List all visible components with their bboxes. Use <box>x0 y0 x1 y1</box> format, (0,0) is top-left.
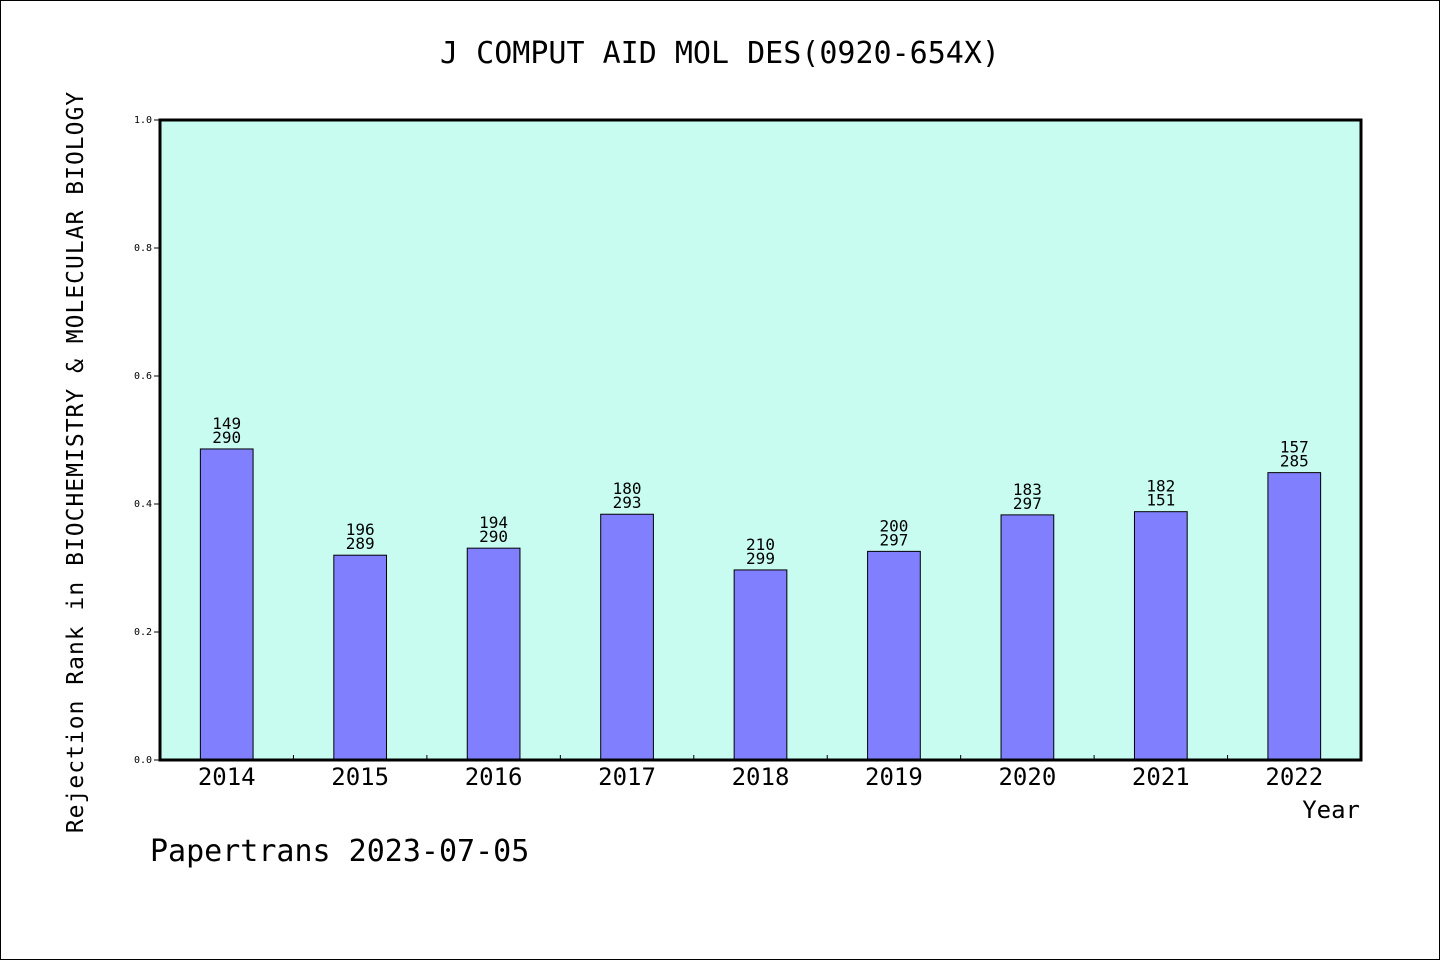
x-tick-label: 2018 <box>732 763 790 791</box>
x-tick-label: 2016 <box>465 763 523 791</box>
bar-2014 <box>199 448 254 761</box>
y-tick-label: 1.0 <box>134 115 152 126</box>
bar-label-top: 149 <box>212 414 241 433</box>
y-tick-label: 0.0 <box>134 755 152 766</box>
bar-label-bottom: 290 <box>479 527 508 546</box>
x-tick-label: 2019 <box>865 763 923 791</box>
bar-label-bottom: 299 <box>746 549 775 568</box>
x-tick-label: 2014 <box>198 763 256 791</box>
bar-label-top: 210 <box>746 535 775 554</box>
x-tick-label: 2015 <box>331 763 389 791</box>
bar-2018 <box>733 569 788 761</box>
bar-2015 <box>333 554 388 761</box>
bar-label-bottom: 297 <box>879 530 908 549</box>
bar-label-bottom: 289 <box>346 534 375 553</box>
bar-label-top: 196 <box>346 520 375 539</box>
bar-label-bottom: 290 <box>212 428 241 447</box>
bar-2017 <box>600 513 654 761</box>
x-axis-label: Year <box>1302 796 1360 824</box>
bar-2019 <box>867 550 921 761</box>
bar-2020 <box>1000 514 1055 761</box>
bar-2021 <box>1133 511 1188 761</box>
y-tick-label: 0.4 <box>134 499 152 510</box>
bar-label-bottom: 285 <box>1280 452 1309 471</box>
bar-label-top: 180 <box>613 479 642 498</box>
labels-layer: 0.00.20.40.60.81.01492902014196289201519… <box>134 115 1323 791</box>
y-tick-label: 0.6 <box>134 371 152 382</box>
x-tick-label: 2020 <box>998 763 1056 791</box>
bar-label-top: 183 <box>1013 480 1042 499</box>
footer-credit: Papertrans 2023-07-05 <box>150 834 530 869</box>
y-tick-label: 0.8 <box>134 243 152 254</box>
x-tick-label: 2017 <box>598 763 656 791</box>
y-tick-label: 0.2 <box>134 627 152 638</box>
x-tick-label: 2022 <box>1265 763 1323 791</box>
bar-2022 <box>1267 472 1322 761</box>
bar-label-top: 200 <box>879 516 908 535</box>
chart-title: J COMPUT AID MOL DES(0920-654X) <box>440 36 1000 71</box>
bar-label-bottom: 297 <box>1013 494 1042 513</box>
bars-layer <box>199 448 1322 761</box>
bar-2016 <box>466 547 521 761</box>
bar-label-top: 182 <box>1146 477 1175 496</box>
plot-border <box>158 118 1363 762</box>
bar-label-top: 157 <box>1280 438 1309 457</box>
bar-label-top: 194 <box>479 513 508 532</box>
bar-label-bottom: 293 <box>613 493 642 512</box>
x-tick-label: 2021 <box>1132 763 1190 791</box>
bar-label-bottom: 151 <box>1146 491 1175 510</box>
